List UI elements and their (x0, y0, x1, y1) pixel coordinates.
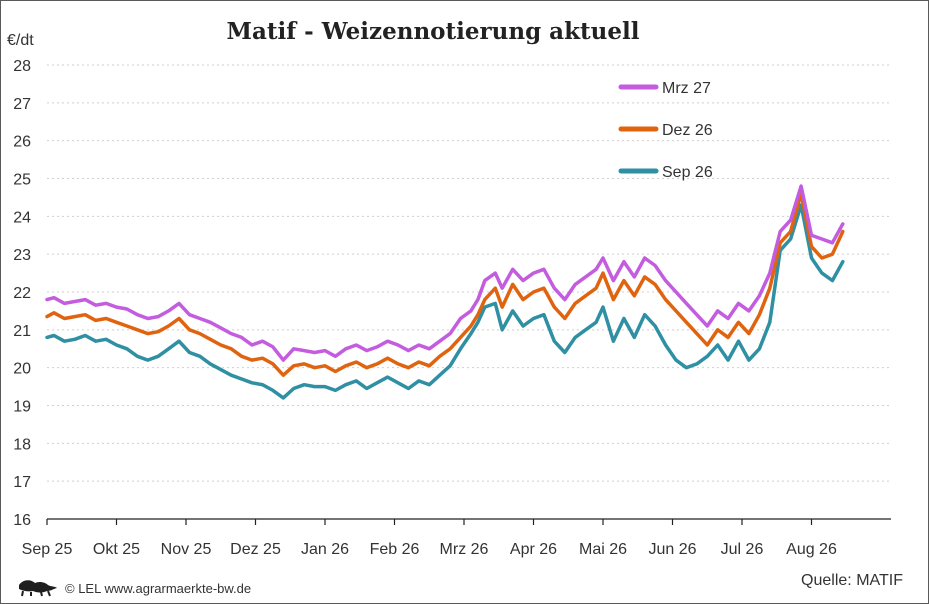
series-line-sep-26 (45, 203, 845, 400)
y-tick-label: 23 (13, 247, 31, 264)
x-tick-label: Nov 25 (161, 541, 212, 558)
x-tick-label: Dez 25 (230, 541, 281, 558)
x-tick-label: Mai 26 (579, 541, 627, 558)
footer-source: Quelle: MATIF (801, 572, 903, 589)
y-tick-label: 18 (13, 436, 31, 453)
y-tick-label: 22 (13, 285, 31, 302)
legend-label: Mrz 27 (662, 80, 711, 97)
x-tick-label: Jan 26 (301, 541, 349, 558)
y-axis-ticks: 16 17 18 19 20 21 22 23 24 25 26 27 28 (13, 58, 31, 529)
x-tick-label: Okt 25 (93, 541, 140, 558)
legend: Mrz 27 Dez 26 Sep 26 (618, 80, 713, 181)
series-lines (45, 184, 845, 400)
x-tick-label: Jul 26 (721, 541, 764, 558)
x-tick-label: Feb 26 (370, 541, 420, 558)
series-line-mrz-27 (45, 184, 845, 362)
y-tick-label: 16 (13, 512, 31, 529)
y-tick-label: 19 (13, 399, 31, 416)
x-tick-label: Mrz 26 (440, 541, 489, 558)
y-tick-label: 26 (13, 134, 31, 151)
legend-label: Dez 26 (662, 122, 713, 139)
y-tick-label: 24 (13, 209, 31, 226)
y-axis-unit-label: €/dt (7, 32, 34, 49)
y-tick-label: 21 (13, 323, 31, 340)
x-tick-label: Sep 25 (22, 541, 73, 558)
lion-emblem-icon (19, 580, 57, 597)
grid-lines (47, 64, 891, 482)
legend-label: Sep 26 (662, 164, 713, 181)
x-tick-label: Jun 26 (648, 541, 696, 558)
y-tick-label: 20 (13, 361, 31, 378)
x-axis-ticks: Sep 25 Okt 25 Nov 25 Dez 25 Jan 26 Feb 26 Mrz … (22, 518, 891, 558)
chart-title: Matif - Weizennotierung aktuell (227, 18, 640, 45)
y-tick-label: 27 (13, 96, 31, 113)
y-tick-label: 25 (13, 172, 31, 189)
x-tick-label: Aug 26 (786, 541, 837, 558)
footer-credit: © LEL www.agrarmaerkte-bw.de (65, 581, 251, 596)
y-tick-label: 28 (13, 58, 31, 75)
x-tick-label: Apr 26 (510, 541, 557, 558)
y-tick-label: 17 (13, 474, 31, 491)
series-line-dez-26 (45, 191, 845, 377)
